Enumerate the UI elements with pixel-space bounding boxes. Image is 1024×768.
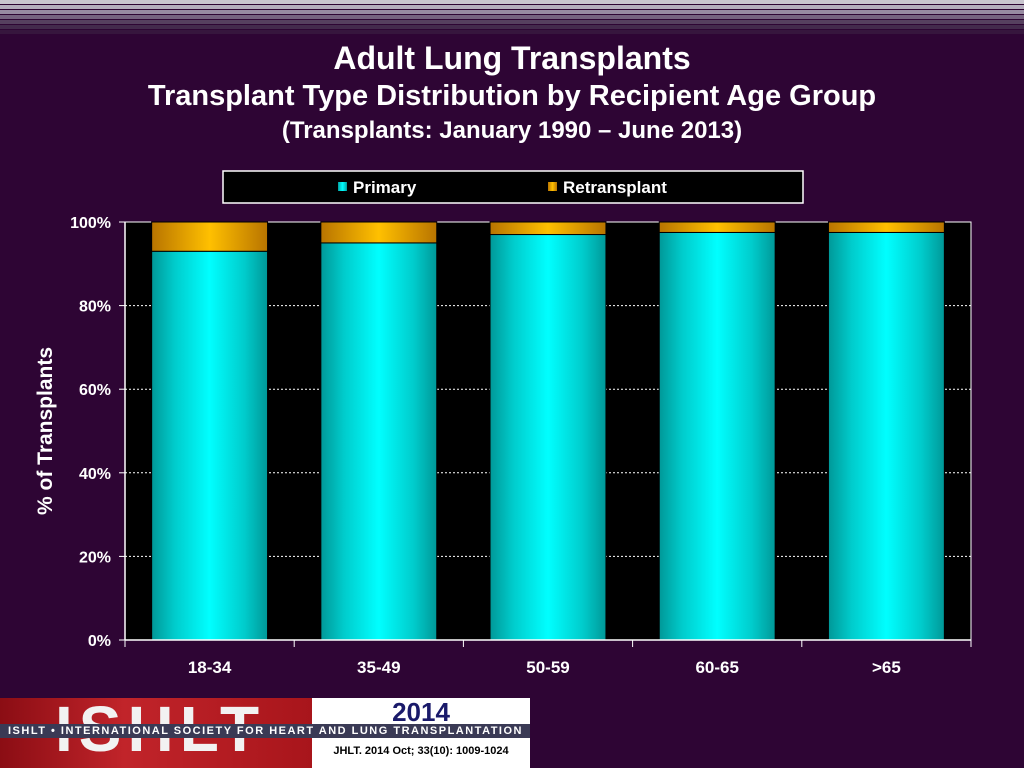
bar-primary xyxy=(658,231,776,641)
chart-legend: Primary Retransplant xyxy=(222,170,804,204)
y-tick-label: 100% xyxy=(70,215,111,232)
slide-date-range: (Transplants: January 1990 – June 2013) xyxy=(281,117,743,144)
y-tick-label: 40% xyxy=(79,466,111,483)
x-tick-label: >65 xyxy=(872,658,901,677)
legend-swatch-primary xyxy=(338,182,347,191)
logo-year: 2014 xyxy=(392,697,450,727)
bar-retransplant xyxy=(658,221,776,233)
y-tick-label: 80% xyxy=(79,299,111,316)
legend-box xyxy=(222,170,804,204)
y-axis-label: % of Transplants xyxy=(34,347,57,515)
bars xyxy=(151,221,945,641)
bar-retransplant xyxy=(151,221,269,252)
x-tick-label: 50-59 xyxy=(526,658,569,677)
stacked-bar-chart: Primary Retransplant 0% 20% 40% 60% 80% 100% 1… xyxy=(34,170,972,677)
axes: 0% 20% 40% 60% 80% 100% 18-34 35-49 50-59 60-65 >6… xyxy=(70,215,972,677)
legend-label-primary: Primary xyxy=(353,178,417,197)
bar-primary xyxy=(489,234,607,641)
top-stripe-band xyxy=(0,0,1024,34)
y-tick-label: 0% xyxy=(88,633,111,650)
bar-primary xyxy=(320,242,438,641)
x-tick-label: 60-65 xyxy=(695,658,738,677)
bar-retransplant xyxy=(827,221,945,233)
x-tick-label: 18-34 xyxy=(188,658,232,677)
slide-title-block: Adult Lung Transplants Transplant Type D… xyxy=(0,38,1024,148)
ishlt-organization-strip: ISHLT • INTERNATIONAL SOCIETY FOR HEART … xyxy=(0,724,530,738)
slide-subtitle: Transplant Type Distribution by Recipien… xyxy=(147,80,877,112)
y-tick-label: 20% xyxy=(79,549,111,566)
slide-title: Adult Lung Transplants xyxy=(333,40,691,76)
legend-swatch-retransplant xyxy=(548,182,557,191)
y-tick-label: 60% xyxy=(79,382,111,399)
bar-retransplant xyxy=(320,221,438,244)
bar-retransplant xyxy=(489,221,607,236)
legend-label-retransplant: Retransplant xyxy=(563,178,667,197)
ishlt-logo-band: ISHLT 2014 JHLT. 2014 Oct; 33(10): 1009-… xyxy=(0,698,530,768)
journal-citation: JHLT. 2014 Oct; 33(10): 1009-1024 xyxy=(333,745,509,757)
bar-primary xyxy=(827,231,945,641)
x-tick-label: 35-49 xyxy=(357,658,400,677)
bar-primary xyxy=(151,250,269,641)
